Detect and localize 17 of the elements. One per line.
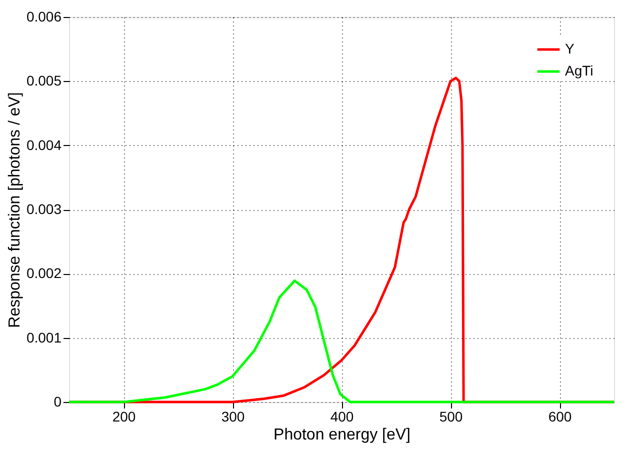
y-axis-title: Response function [photons / eV] xyxy=(6,92,24,328)
line-series xyxy=(68,279,616,404)
x-tick-label: 400 xyxy=(330,408,354,424)
y-tick-label: 0.006 xyxy=(26,8,62,24)
x-axis-title: Photon energy [eV] xyxy=(274,426,410,444)
legend-label: Y xyxy=(565,40,575,56)
y-tick-label: 0.004 xyxy=(26,136,62,153)
y-tick-label: 0 xyxy=(54,394,62,410)
y-tick-label: 0.002 xyxy=(26,265,62,282)
legend-label: AgTi xyxy=(565,62,594,78)
y-tick-label: 0.003 xyxy=(26,201,62,217)
x-tick-label: 600 xyxy=(548,408,572,424)
x-tick-label: 200 xyxy=(112,408,136,424)
x-tick-label: 300 xyxy=(221,408,245,424)
x-tick-label: 500 xyxy=(439,408,463,424)
y-tick-label: 0.005 xyxy=(26,72,62,89)
y-tick-label: 0.001 xyxy=(26,329,62,346)
